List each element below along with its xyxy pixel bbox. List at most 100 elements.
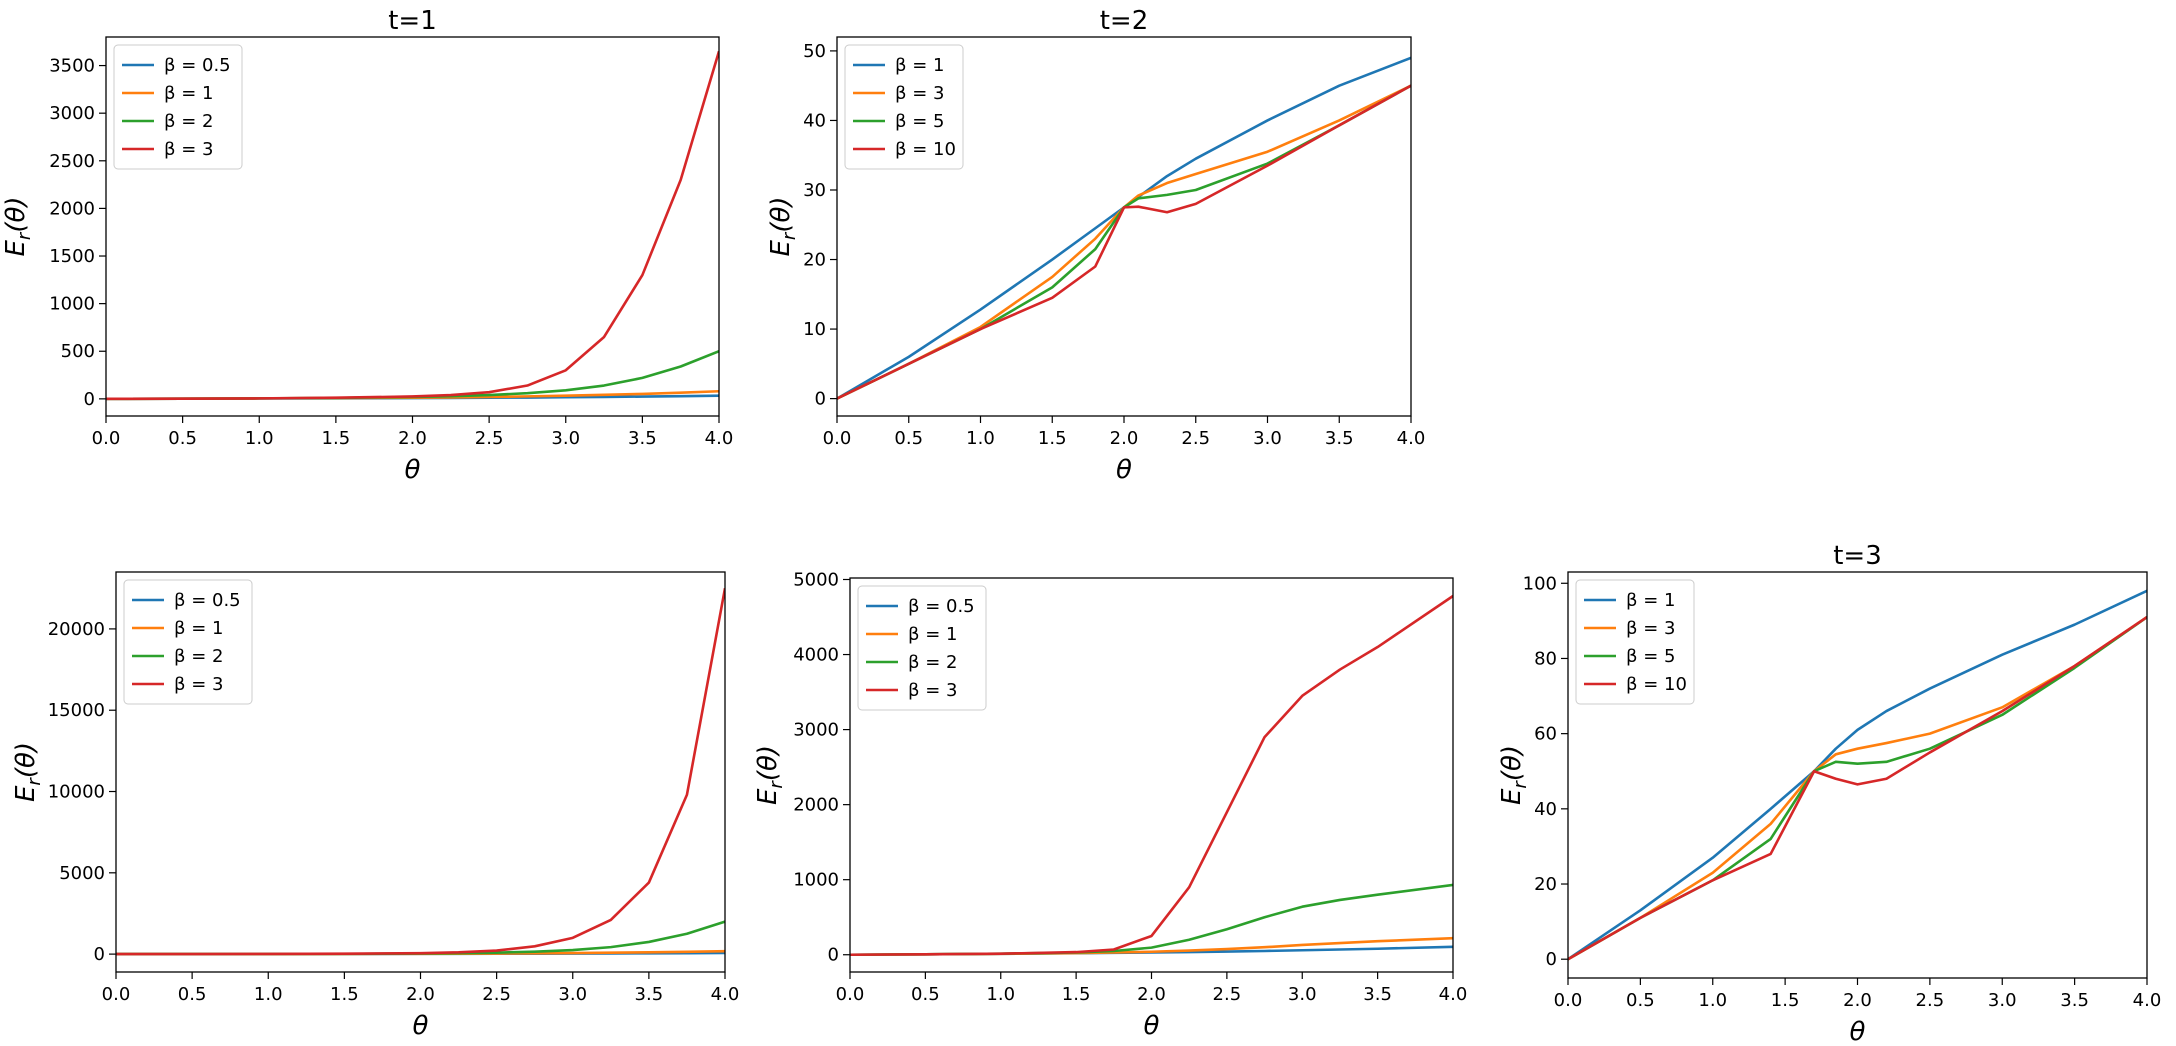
- x-axis-label: θ: [405, 455, 421, 485]
- legend-entry: β = 3: [1626, 618, 1675, 639]
- legend-entry: β = 3: [164, 139, 213, 160]
- legend-entry: β = 5: [1626, 646, 1675, 667]
- legend-entry: β = 10: [1626, 674, 1687, 695]
- y-tick-label: 10000: [48, 782, 105, 803]
- x-tick-label: 2.5: [1916, 990, 1945, 1011]
- y-tick-label: 0: [94, 944, 105, 965]
- legend-entry: β = 1: [908, 624, 957, 645]
- y-tick-label: 20000: [48, 619, 105, 640]
- x-tick-label: 0.5: [894, 428, 923, 449]
- x-tick-label: 2.0: [406, 984, 435, 1005]
- x-tick-label: 1.5: [1038, 428, 1067, 449]
- x-tick-label: 3.0: [551, 428, 580, 449]
- y-tick-label: 0: [84, 389, 95, 410]
- x-axis-label: θ: [413, 1011, 429, 1041]
- x-tick-label: 1.5: [1771, 990, 1800, 1011]
- x-tick-label: 1.5: [1062, 984, 1091, 1005]
- legend: β = 1 β = 3 β = 5 β = 10: [1575, 579, 1695, 705]
- y-tick-label: 15000: [48, 700, 105, 721]
- x-tick-label: 0.0: [92, 428, 121, 449]
- panel-t2-top-middle: 0.0 0.5 1.0 1.5 2.0 2.5 3.0 3.5 4.0 0 10 20 30 40 50 θ E…: [766, 6, 1425, 485]
- legend-entry: β = 1: [895, 55, 944, 76]
- series-line-3: [116, 588, 725, 956]
- x-tick-label: 0.0: [823, 428, 852, 449]
- x-tick-label: 1.5: [322, 428, 351, 449]
- x-tick-label: 4.0: [2133, 990, 2162, 1011]
- x-tick-label: 1.5: [330, 984, 359, 1005]
- x-tick-label: 1.0: [245, 428, 274, 449]
- y-tick-label: 30: [803, 180, 826, 201]
- legend-entry: β = 1: [164, 83, 213, 104]
- series-line-2: [850, 883, 1453, 957]
- legend: β = 0.5 β = 1 β = 2 β = 3: [113, 44, 243, 170]
- x-tick-label: 3.5: [635, 984, 664, 1005]
- x-tick-label: 1.0: [254, 984, 283, 1005]
- y-tick-label: 0: [1546, 949, 1557, 970]
- legend-entry: β = 5: [895, 111, 944, 132]
- x-tick-label: 1.0: [966, 428, 995, 449]
- y-tick-label: 20: [803, 250, 826, 271]
- x-tick-label: 0.5: [1626, 990, 1655, 1011]
- x-tick-label: 4.0: [711, 984, 740, 1005]
- series-line-0: [1568, 589, 2147, 961]
- y-tick-label: 2000: [793, 795, 839, 816]
- x-tick-label: 2.0: [1137, 984, 1166, 1005]
- legend-entry: β = 3: [908, 680, 957, 701]
- y-tick-label: 1000: [49, 294, 95, 315]
- y-tick-label: 40: [1534, 799, 1557, 820]
- legend-box: [123, 579, 253, 705]
- x-tick-label: 1.0: [986, 984, 1015, 1005]
- legend-entry: β = 0.5: [174, 590, 241, 611]
- x-tick-label: 2.5: [475, 428, 504, 449]
- legend-entry: β = 2: [164, 111, 213, 132]
- y-tick-label: 40: [803, 110, 826, 131]
- legend-entry: β = 10: [895, 139, 956, 160]
- x-tick-label: 3.0: [558, 984, 587, 1005]
- x-tick-label: 4.0: [705, 428, 734, 449]
- x-tick-label: 0.5: [168, 428, 197, 449]
- y-tick-label: 80: [1534, 648, 1557, 669]
- y-axis-label: Er(θ): [753, 745, 787, 805]
- legend-entry: β = 3: [174, 674, 223, 695]
- legend-box: [1575, 579, 1695, 705]
- legend-box: [113, 44, 243, 170]
- y-tick-label: 5000: [793, 570, 839, 591]
- panel-bottom-middle: 0.0 0.5 1.0 1.5 2.0 2.5 3.0 3.5 4.0 0 1000 2000 3000…: [753, 570, 1467, 1041]
- x-tick-label: 3.5: [1363, 984, 1392, 1005]
- x-tick-label: 2.0: [1843, 990, 1872, 1011]
- series-line-1: [1568, 616, 2147, 961]
- y-tick-label: 0: [815, 389, 826, 410]
- x-tick-label: 3.5: [1325, 428, 1354, 449]
- legend-entry: β = 2: [908, 652, 957, 673]
- y-tick-label: 3000: [793, 720, 839, 741]
- y-tick-label: 5000: [59, 863, 105, 884]
- legend-entry: β = 2: [174, 646, 223, 667]
- x-tick-label: 0.5: [178, 984, 207, 1005]
- legend: β = 1 β = 3 β = 5 β = 10: [844, 44, 964, 170]
- x-axis-label: θ: [1144, 1011, 1160, 1041]
- y-tick-label: 10: [803, 319, 826, 340]
- panel-bottom-left: 0.0 0.5 1.0 1.5 2.0 2.5 3.0 3.5 4.0 0 5000 10000 150…: [11, 571, 740, 1041]
- x-tick-label: 2.0: [398, 428, 427, 449]
- x-tick-label: 0.0: [836, 984, 865, 1005]
- y-tick-label: 50: [803, 41, 826, 62]
- y-tick-label: 100: [1523, 573, 1557, 594]
- y-axis-label: Er(θ): [766, 196, 800, 256]
- series-line-3: [106, 50, 719, 401]
- x-tick-label: 4.0: [1439, 984, 1468, 1005]
- series-line-3: [850, 594, 1453, 957]
- legend: β = 0.5 β = 1 β = 2 β = 3: [857, 585, 987, 711]
- y-tick-label: 20: [1534, 874, 1557, 895]
- panel-t3-bottom-right: 0.0 0.5 1.0 1.5 2.0 2.5 3.0 3.5 4.0 0 20 40 60 80 100 θ…: [1497, 541, 2161, 1046]
- x-tick-label: 3.0: [1253, 428, 1282, 449]
- y-tick-label: 60: [1534, 724, 1557, 745]
- chart-title: t=1: [388, 6, 437, 36]
- legend-entry: β = 1: [174, 618, 223, 639]
- y-tick-label: 2500: [49, 151, 95, 172]
- x-tick-label: 2.5: [482, 984, 511, 1005]
- x-tick-label: 3.0: [1988, 990, 2017, 1011]
- y-axis-label: Er(θ): [11, 742, 45, 802]
- y-axis-label: Er(θ): [1497, 745, 1531, 805]
- x-tick-label: 3.5: [2060, 990, 2089, 1011]
